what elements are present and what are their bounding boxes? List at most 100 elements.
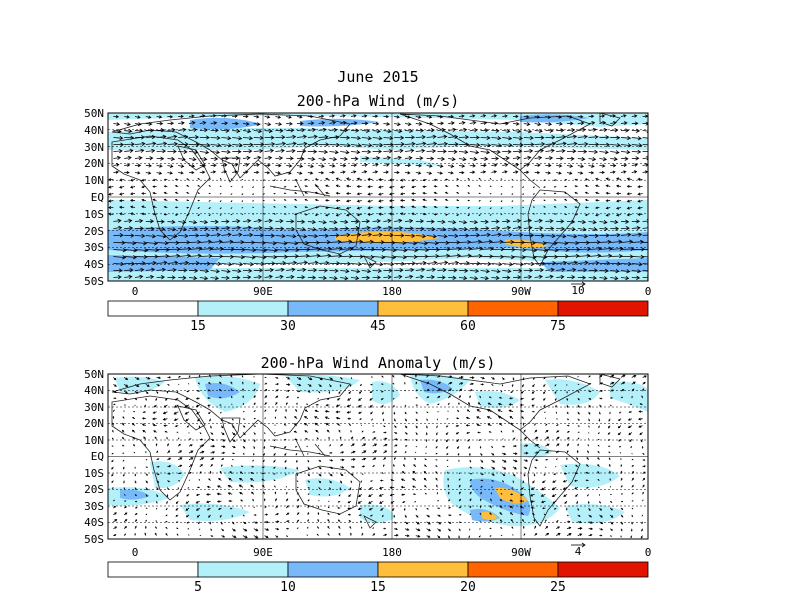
wind-arrow [540, 493, 546, 497]
wind-arrow [208, 200, 211, 202]
wind-arrow [163, 191, 168, 195]
wind-arrow [145, 260, 157, 266]
wind-arrow [631, 225, 641, 231]
wind-arrow [380, 507, 384, 511]
wind-arrow [314, 178, 319, 181]
wind-arrow [631, 136, 642, 141]
wind-arrow [480, 246, 494, 252]
wind-arrow [502, 445, 506, 448]
wind-arrow [466, 409, 471, 413]
wind-arrow [230, 395, 233, 399]
wind-arrow [361, 128, 371, 134]
wind-arrow [456, 206, 460, 209]
wind-arrow [199, 528, 201, 531]
wind-arrow [296, 240, 310, 246]
wind-arrow [296, 149, 307, 154]
wind-arrow [480, 466, 484, 469]
wind-arrow [556, 520, 559, 523]
wind-arrow [134, 226, 144, 231]
wind-arrow [108, 205, 114, 210]
wind-arrow [458, 164, 466, 168]
wind-arrow [476, 409, 481, 413]
wind-arrow [199, 276, 209, 281]
wind-arrow [637, 199, 643, 203]
wind-arrow [415, 121, 423, 126]
wind-arrow [608, 451, 611, 454]
wind-arrow [242, 411, 245, 413]
wind-arrow [305, 437, 308, 440]
wind-arrow [145, 383, 150, 387]
wind-arrow [577, 141, 589, 147]
svg-text:0: 0 [645, 546, 652, 559]
wind-arrow [523, 135, 534, 141]
wind-arrow [361, 457, 367, 461]
wind-arrow [631, 163, 638, 167]
wind-arrow [458, 156, 467, 162]
wind-arrow [458, 239, 472, 245]
wind-arrow [566, 253, 580, 259]
wind-arrow [378, 486, 384, 490]
wind-arrow [445, 439, 449, 443]
wind-arrow [610, 226, 620, 231]
wind-arrow [467, 207, 470, 209]
wind-arrow [338, 391, 341, 395]
wind-arrow [511, 213, 514, 215]
wind-arrow [178, 171, 184, 175]
wind-arrow [631, 275, 641, 280]
wind-arrow [242, 388, 244, 392]
wind-arrow [426, 156, 435, 161]
wind-arrow [437, 171, 443, 175]
wind-arrow [162, 411, 168, 415]
wind-arrow [303, 416, 309, 420]
wind-arrow [523, 240, 536, 245]
wind-arrow [512, 163, 520, 167]
wind-arrow [134, 261, 146, 266]
wind-arrow [145, 141, 157, 146]
wind-arrow [145, 115, 152, 119]
wind-arrow [607, 432, 611, 435]
wind-arrow [264, 513, 269, 516]
wind-arrow [458, 472, 461, 474]
wind-arrow [577, 171, 584, 175]
wind-arrow [141, 205, 146, 209]
wind-arrow [620, 149, 631, 155]
wind-arrow [286, 121, 293, 126]
wind-arrow [318, 114, 325, 118]
wind-arrow [216, 492, 222, 496]
wind-arrow [545, 148, 555, 153]
wind-arrow [415, 241, 428, 246]
wind-arrow [294, 192, 298, 194]
wind-arrow [500, 390, 503, 393]
wind-arrow [145, 156, 154, 161]
wind-arrow [629, 403, 632, 406]
wind-arrow [130, 205, 136, 209]
svg-text:90E: 90E [253, 546, 273, 559]
wind-arrow [275, 535, 279, 538]
wind-arrow [545, 532, 550, 536]
wind-arrow [620, 135, 632, 141]
wind-arrow [597, 457, 600, 461]
wind-arrow [335, 416, 341, 420]
wind-arrow [286, 527, 290, 530]
wind-arrow [445, 432, 449, 435]
figure-title: June 2015 [337, 68, 418, 86]
wind-arrow [134, 390, 139, 394]
wind-arrow [141, 198, 146, 202]
wind-arrow [501, 384, 504, 387]
wind-arrow [325, 423, 330, 426]
wind-arrow [156, 480, 160, 483]
wind-arrow [511, 200, 514, 203]
wind-arrow [534, 148, 545, 153]
wind-arrow [426, 234, 437, 239]
wind-arrow [346, 199, 352, 203]
wind-arrow [221, 445, 226, 448]
wind-arrow [113, 526, 118, 530]
wind-arrow [599, 142, 611, 147]
wind-arrow [545, 233, 556, 239]
svg-text:20N: 20N [84, 157, 104, 170]
wind-arrow [512, 459, 518, 463]
wind-arrow [491, 170, 497, 174]
wind-arrow [350, 239, 364, 244]
wind-arrow [134, 377, 140, 380]
wind-arrow [199, 457, 205, 461]
